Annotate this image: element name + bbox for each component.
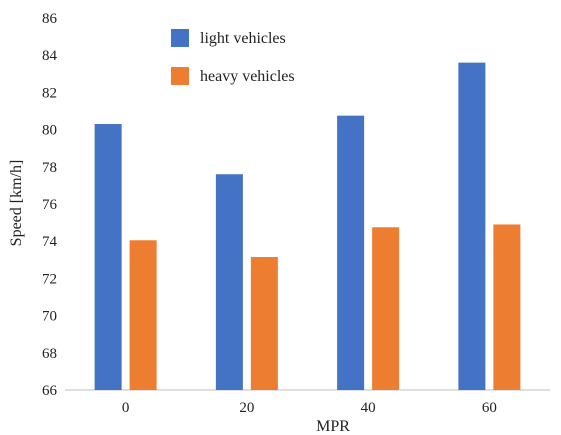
x-axis: 0 20 40 60 <box>65 389 550 416</box>
legend-swatch <box>171 67 189 85</box>
bar-light-vehicles-60 <box>458 62 486 390</box>
x-axis-title: MPR <box>316 418 350 435</box>
bar-light-vehicles-40 <box>337 115 365 391</box>
y-tick-label: 74 <box>42 234 58 250</box>
x-tick-label: 20 <box>239 400 254 416</box>
bars <box>94 62 521 391</box>
legend-label: light vehicles <box>200 30 286 47</box>
bar-heavy-vehicles-40 <box>372 227 400 390</box>
bar-heavy-vehicles-0 <box>129 240 157 390</box>
y-axis-title: Speed [km/h] <box>8 160 25 247</box>
y-tick-label: 86 <box>42 11 58 27</box>
bar-light-vehicles-20 <box>215 174 243 390</box>
y-tick-label: 66 <box>42 383 58 399</box>
y-tick-label: 68 <box>42 346 57 362</box>
y-axis: 66 68 70 72 74 76 78 80 82 84 86 <box>42 11 58 399</box>
y-tick-label: 84 <box>42 48 58 64</box>
bar-light-vehicles-0 <box>94 124 122 391</box>
legend-label: heavy vehicles <box>200 68 295 85</box>
x-tick-label: 60 <box>482 400 497 416</box>
bar-heavy-vehicles-60 <box>493 224 521 390</box>
x-tick-label: 40 <box>361 400 376 416</box>
bar-heavy-vehicles-20 <box>250 257 278 390</box>
x-tick-label: 0 <box>122 400 130 416</box>
legend: light vehicles heavy vehicles <box>171 29 295 85</box>
legend-swatch <box>171 29 189 47</box>
y-tick-label: 78 <box>42 160 57 176</box>
y-tick-label: 76 <box>42 197 58 213</box>
y-tick-label: 82 <box>42 85 57 101</box>
y-tick-label: 72 <box>42 271 57 287</box>
y-tick-label: 80 <box>42 123 57 139</box>
y-tick-label: 70 <box>42 309 57 325</box>
